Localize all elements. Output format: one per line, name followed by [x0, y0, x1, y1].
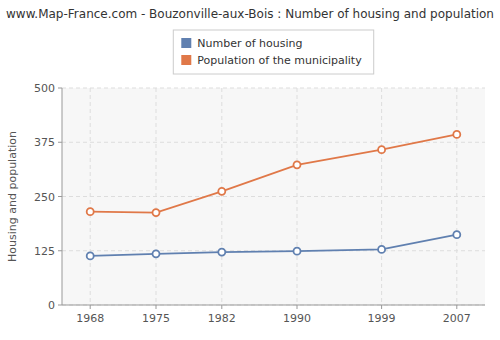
y-tick	[58, 88, 62, 89]
x-tick-label: 1975	[142, 312, 170, 325]
series-line	[90, 235, 457, 256]
point	[453, 131, 460, 138]
series-group	[87, 131, 461, 260]
y-tick-label: 500	[34, 82, 55, 95]
legend-swatch	[181, 38, 191, 48]
grid	[62, 88, 485, 305]
series-line	[90, 134, 457, 212]
grid-line	[297, 88, 298, 305]
point	[378, 246, 385, 253]
y-tick-label: 250	[34, 191, 55, 204]
y-tick-label: 125	[34, 245, 55, 258]
point	[153, 209, 160, 216]
grid-line	[62, 196, 485, 197]
point	[87, 208, 94, 215]
point	[218, 188, 225, 195]
point	[453, 231, 460, 238]
x-tick-label: 1968	[76, 312, 104, 325]
legend-label: Number of housing	[197, 37, 302, 50]
x-tick	[456, 305, 457, 309]
y-tick	[58, 142, 62, 143]
y-tick-label: 0	[48, 299, 55, 312]
point	[218, 249, 225, 256]
title: www.Map-France.com - Bouzonville-aux-Boi…	[6, 7, 494, 21]
legend: Number of housing Population of the munic…	[173, 30, 373, 74]
x-tick	[381, 305, 382, 309]
y-tick	[58, 250, 62, 251]
point	[378, 146, 385, 153]
axis-ticks: 0 125 250 375 500 1968 1975 1982 1990 1999 2007	[34, 82, 471, 325]
x-tick-label: 1999	[368, 312, 396, 325]
x-axis	[62, 305, 485, 306]
y-tick	[58, 196, 62, 197]
legend-box	[173, 30, 373, 74]
y-tick	[58, 305, 62, 306]
plot-area	[62, 88, 485, 305]
grid-line	[62, 88, 485, 89]
legend-label: Population of the municipality	[197, 54, 362, 67]
y-axis-label: Housing and population	[6, 131, 19, 262]
x-tick	[90, 305, 91, 309]
grid-line	[221, 88, 222, 305]
grid-line	[90, 88, 91, 305]
point	[153, 250, 160, 257]
x-tick-label: 2007	[443, 312, 471, 325]
x-tick	[221, 305, 222, 309]
point	[294, 248, 301, 255]
grid-line	[381, 88, 382, 305]
x-tick-label: 1990	[283, 312, 311, 325]
legend-swatch	[181, 55, 191, 65]
grid-line	[62, 305, 485, 306]
point	[294, 161, 301, 168]
x-tick	[297, 305, 298, 309]
x-tick	[156, 305, 157, 309]
y-tick-label: 375	[34, 136, 55, 149]
chart: www.Map-France.com - Bouzonville-aux-Boi…	[0, 0, 500, 340]
grid-line	[456, 88, 457, 305]
grid-line	[156, 88, 157, 305]
point	[87, 252, 94, 259]
x-tick-label: 1982	[208, 312, 236, 325]
